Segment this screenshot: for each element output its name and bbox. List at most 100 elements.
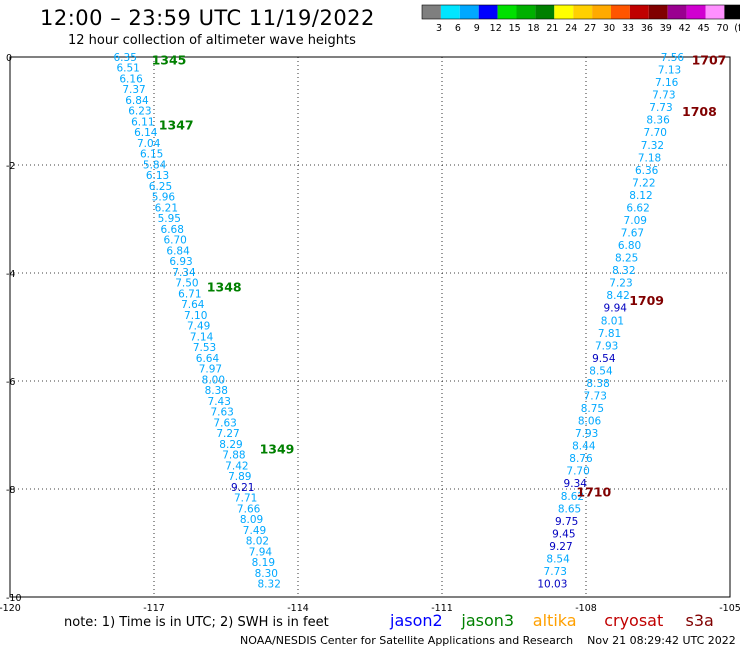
swh-value-label: 7.63 (210, 407, 233, 419)
legend-altika: altika (533, 611, 577, 630)
colorbar-label: 30 (603, 23, 615, 34)
swh-value-label: 9.54 (592, 353, 616, 365)
swh-value-label: 7.93 (575, 428, 598, 440)
swh-value-label: 8.19 (252, 557, 275, 569)
y-tick-label: -6 (6, 377, 15, 388)
footer-credit: NOAA/NESDIS Center for Satellite Applica… (240, 634, 736, 647)
colorbar-swatch (497, 5, 517, 19)
swh-value-label: 7.13 (658, 65, 681, 77)
colorbar-swatch (724, 5, 740, 19)
swh-value-label: 9.94 (604, 303, 628, 315)
x-tick-label: -117 (143, 603, 165, 614)
swh-value-label: 6.71 (178, 288, 201, 300)
swh-value-label: 9.21 (231, 482, 254, 494)
swh-value-label: 7.63 (213, 417, 236, 429)
colorbar-swatch (573, 5, 593, 19)
swh-value-label: 8.54 (546, 553, 570, 565)
pass-time-label: 1349 (260, 442, 295, 457)
swh-value-label: 8.30 (255, 568, 278, 580)
pass-time-label: 1345 (152, 53, 187, 68)
y-tick-label: -4 (6, 269, 15, 280)
pass-time-label: 1348 (207, 280, 242, 295)
swh-value-label: 8.42 (606, 290, 629, 302)
swh-value-label: 7.71 (234, 493, 257, 505)
swh-value-label: 8.06 (578, 416, 602, 428)
colorbar-label: 70 (716, 23, 728, 34)
swh-value-label: 6.70 (163, 235, 186, 247)
colorbar-label: 39 (660, 23, 672, 34)
colorbar-label: (ft) (734, 23, 740, 34)
chart-title: 12:00 – 23:59 UTC 11/19/2022 (40, 6, 375, 30)
legend-s3a: s3a (686, 611, 714, 630)
colorbar-swatch (535, 5, 555, 19)
swh-value-label: 7.14 (190, 331, 214, 343)
swh-value-label: 8.62 (561, 491, 584, 503)
swh-value-label: 7.16 (655, 77, 679, 89)
colorbar-swatch (648, 5, 668, 19)
swh-value-label: 7.22 (632, 177, 655, 189)
colorbar-label: 42 (679, 23, 691, 34)
swh-value-label: 9.45 (552, 528, 575, 540)
swh-value-label: 7.73 (584, 390, 607, 402)
swh-value-label: 6.64 (196, 353, 220, 365)
axis-labels: 0 -2 -4 -6 -8 -10-120 -117 -114 -111 -108 -105 (0, 53, 740, 614)
swh-value-label: 7.32 (641, 140, 664, 152)
bottom-legend: note: 1) Time is in UTC; 2) SWH is in fe… (64, 611, 714, 630)
note-text: note: 1) Time is in UTC; 2) SWH is in fe… (64, 615, 329, 630)
swh-value-label: 8.25 (615, 253, 638, 265)
swh-value-label: 7.04 (137, 138, 161, 150)
track-jason3-values: 6.356.516.167.376.846.236.116.147.046.15… (114, 52, 281, 591)
swh-value-label: 8.75 (581, 403, 604, 415)
colorbar-label: 15 (509, 23, 521, 34)
colorbar-swatch (592, 5, 611, 19)
x-tick-label: -120 (0, 603, 21, 614)
pass-time-label: 1710 (576, 485, 611, 500)
swh-value-label: 6.35 (114, 52, 137, 64)
colorbar-label: 33 (622, 23, 634, 34)
swh-value-label: 7.89 (228, 471, 251, 483)
swh-value-label: 7.94 (249, 546, 273, 558)
pass-time-label: 1708 (682, 104, 717, 119)
pass-time-label: 1709 (629, 293, 664, 308)
y-tick-label: 0 (6, 53, 12, 64)
track-s3a-values: 7.567.137.167.737.738.367.707.327.186.36… (537, 52, 684, 591)
swh-value-label: 8.12 (629, 190, 652, 202)
swh-value-label: 6.25 (149, 181, 172, 193)
colorbar-swatch (554, 5, 574, 19)
swh-value-label: 7.81 (598, 328, 621, 340)
swh-value-label: 7.18 (638, 152, 661, 164)
colorbar-label: 36 (641, 23, 653, 34)
swh-value-label: 7.53 (193, 342, 216, 354)
swh-value-label: 5.95 (158, 213, 181, 225)
y-tick-label: -10 (6, 593, 22, 604)
colorbar-label: 6 (455, 23, 461, 34)
swh-value-label: 7.34 (172, 267, 196, 279)
swh-value-label: 7.64 (181, 299, 205, 311)
swh-value-label: 6.80 (618, 240, 641, 252)
swh-value-label: 7.66 (237, 503, 261, 515)
time-labels: 1345 1347 1348 1349 1707 1708 1709 1710 (152, 53, 727, 500)
swh-value-label: 7.37 (122, 84, 145, 96)
colorbar-outline (421, 4, 740, 20)
colorbar-swatch (478, 5, 498, 19)
colorbar-swatch (516, 5, 536, 19)
swh-value-label: 7.93 (595, 340, 618, 352)
colorbar-label: 27 (584, 23, 596, 34)
x-tick-label: -111 (431, 603, 453, 614)
colorbar-label: 18 (527, 23, 539, 34)
swh-value-label: 6.14 (134, 127, 158, 139)
colorbar-swatch (629, 5, 649, 19)
swh-value-label: 5.96 (152, 192, 176, 204)
swh-value-label: 7.97 (199, 364, 222, 376)
swh-value-label: 7.23 (609, 278, 632, 290)
colorbar-swatch (611, 5, 630, 19)
swh-value-label: 8.32 (258, 579, 281, 591)
colorbar-swatch (705, 5, 725, 19)
swh-value-label: 6.13 (146, 170, 169, 182)
swh-value-label: 7.27 (216, 428, 239, 440)
swh-value-label: 8.01 (601, 315, 624, 327)
colorbar-swatch (459, 5, 479, 19)
swh-value-label: 9.34 (564, 478, 588, 490)
swh-value-label: 6.21 (155, 202, 178, 214)
